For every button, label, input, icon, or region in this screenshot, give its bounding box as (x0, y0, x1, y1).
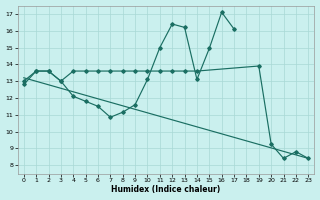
X-axis label: Humidex (Indice chaleur): Humidex (Indice chaleur) (111, 185, 221, 194)
